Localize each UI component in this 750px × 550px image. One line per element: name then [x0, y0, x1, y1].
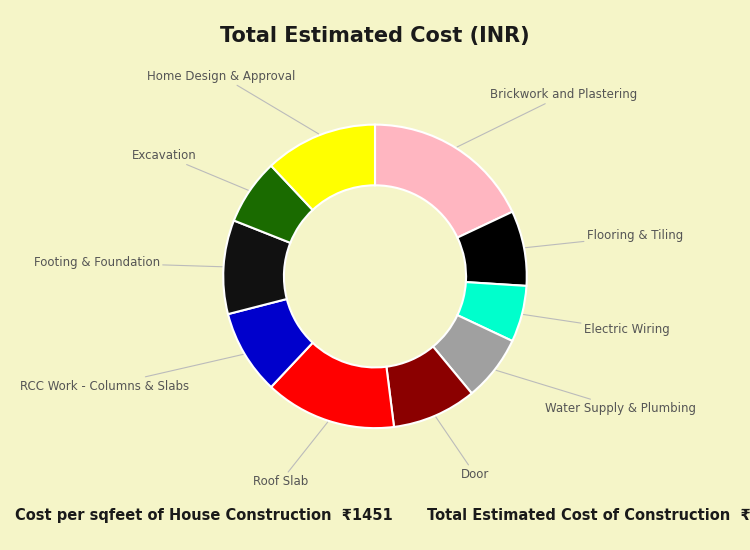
Text: Brickwork and Plastering: Brickwork and Plastering [458, 88, 638, 147]
Text: Total Estimated Cost of Construction  ₹1451340: Total Estimated Cost of Construction ₹14… [427, 508, 750, 522]
Text: Cost per sqfeet of House Construction  ₹1451: Cost per sqfeet of House Construction ₹1… [15, 508, 393, 522]
Text: Home Design & Approval: Home Design & Approval [147, 69, 319, 134]
Text: Total Estimated Cost (INR): Total Estimated Cost (INR) [220, 26, 530, 46]
Wedge shape [224, 221, 290, 314]
Wedge shape [375, 125, 512, 238]
Wedge shape [234, 166, 313, 243]
Wedge shape [458, 212, 526, 286]
Wedge shape [433, 315, 512, 393]
Text: Flooring & Tiling: Flooring & Tiling [526, 229, 683, 248]
Text: Roof Slab: Roof Slab [254, 422, 328, 488]
Wedge shape [271, 343, 394, 428]
Wedge shape [458, 282, 526, 341]
Text: Footing & Foundation: Footing & Foundation [34, 256, 222, 270]
Text: Excavation: Excavation [132, 148, 248, 190]
Text: RCC Work - Columns & Slabs: RCC Work - Columns & Slabs [20, 354, 243, 393]
Wedge shape [228, 299, 313, 387]
Text: Electric Wiring: Electric Wiring [524, 315, 670, 337]
Wedge shape [386, 346, 472, 427]
Wedge shape [271, 125, 375, 210]
Text: Water Supply & Plumbing: Water Supply & Plumbing [496, 370, 696, 415]
Text: Door: Door [436, 417, 489, 481]
